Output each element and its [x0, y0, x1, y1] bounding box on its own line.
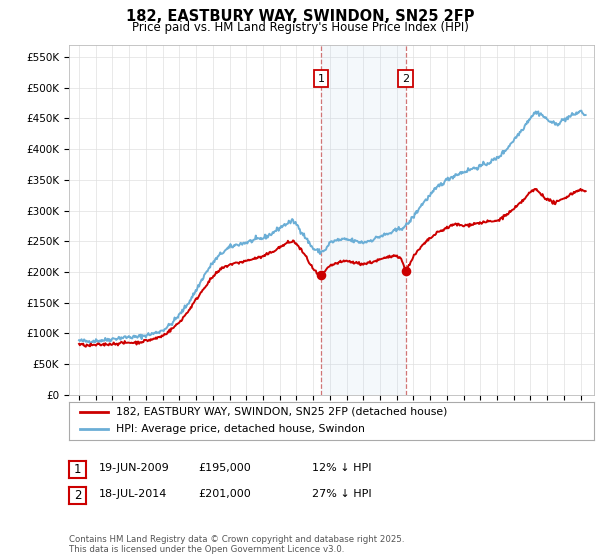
Text: 1: 1	[74, 463, 81, 476]
Point	[401, 267, 411, 276]
Text: £195,000: £195,000	[198, 463, 251, 473]
Text: 19-JUN-2009: 19-JUN-2009	[99, 463, 170, 473]
Text: 2: 2	[74, 489, 81, 502]
Text: 18-JUL-2014: 18-JUL-2014	[99, 489, 167, 499]
Text: 27% ↓ HPI: 27% ↓ HPI	[312, 489, 371, 499]
Bar	[321, 45, 406, 395]
Text: Contains HM Land Registry data © Crown copyright and database right 2025.
This d: Contains HM Land Registry data © Crown c…	[69, 535, 404, 554]
Text: 182, EASTBURY WAY, SWINDON, SN25 2FP: 182, EASTBURY WAY, SWINDON, SN25 2FP	[126, 9, 474, 24]
Text: 12% ↓ HPI: 12% ↓ HPI	[312, 463, 371, 473]
Text: 182, EASTBURY WAY, SWINDON, SN25 2FP (detached house): 182, EASTBURY WAY, SWINDON, SN25 2FP (de…	[116, 407, 448, 417]
Text: 1: 1	[317, 73, 325, 83]
Text: HPI: Average price, detached house, Swindon: HPI: Average price, detached house, Swin…	[116, 424, 365, 435]
Text: 2: 2	[403, 73, 409, 83]
Point	[316, 270, 326, 279]
Text: Price paid vs. HM Land Registry's House Price Index (HPI): Price paid vs. HM Land Registry's House …	[131, 21, 469, 34]
Text: £201,000: £201,000	[198, 489, 251, 499]
